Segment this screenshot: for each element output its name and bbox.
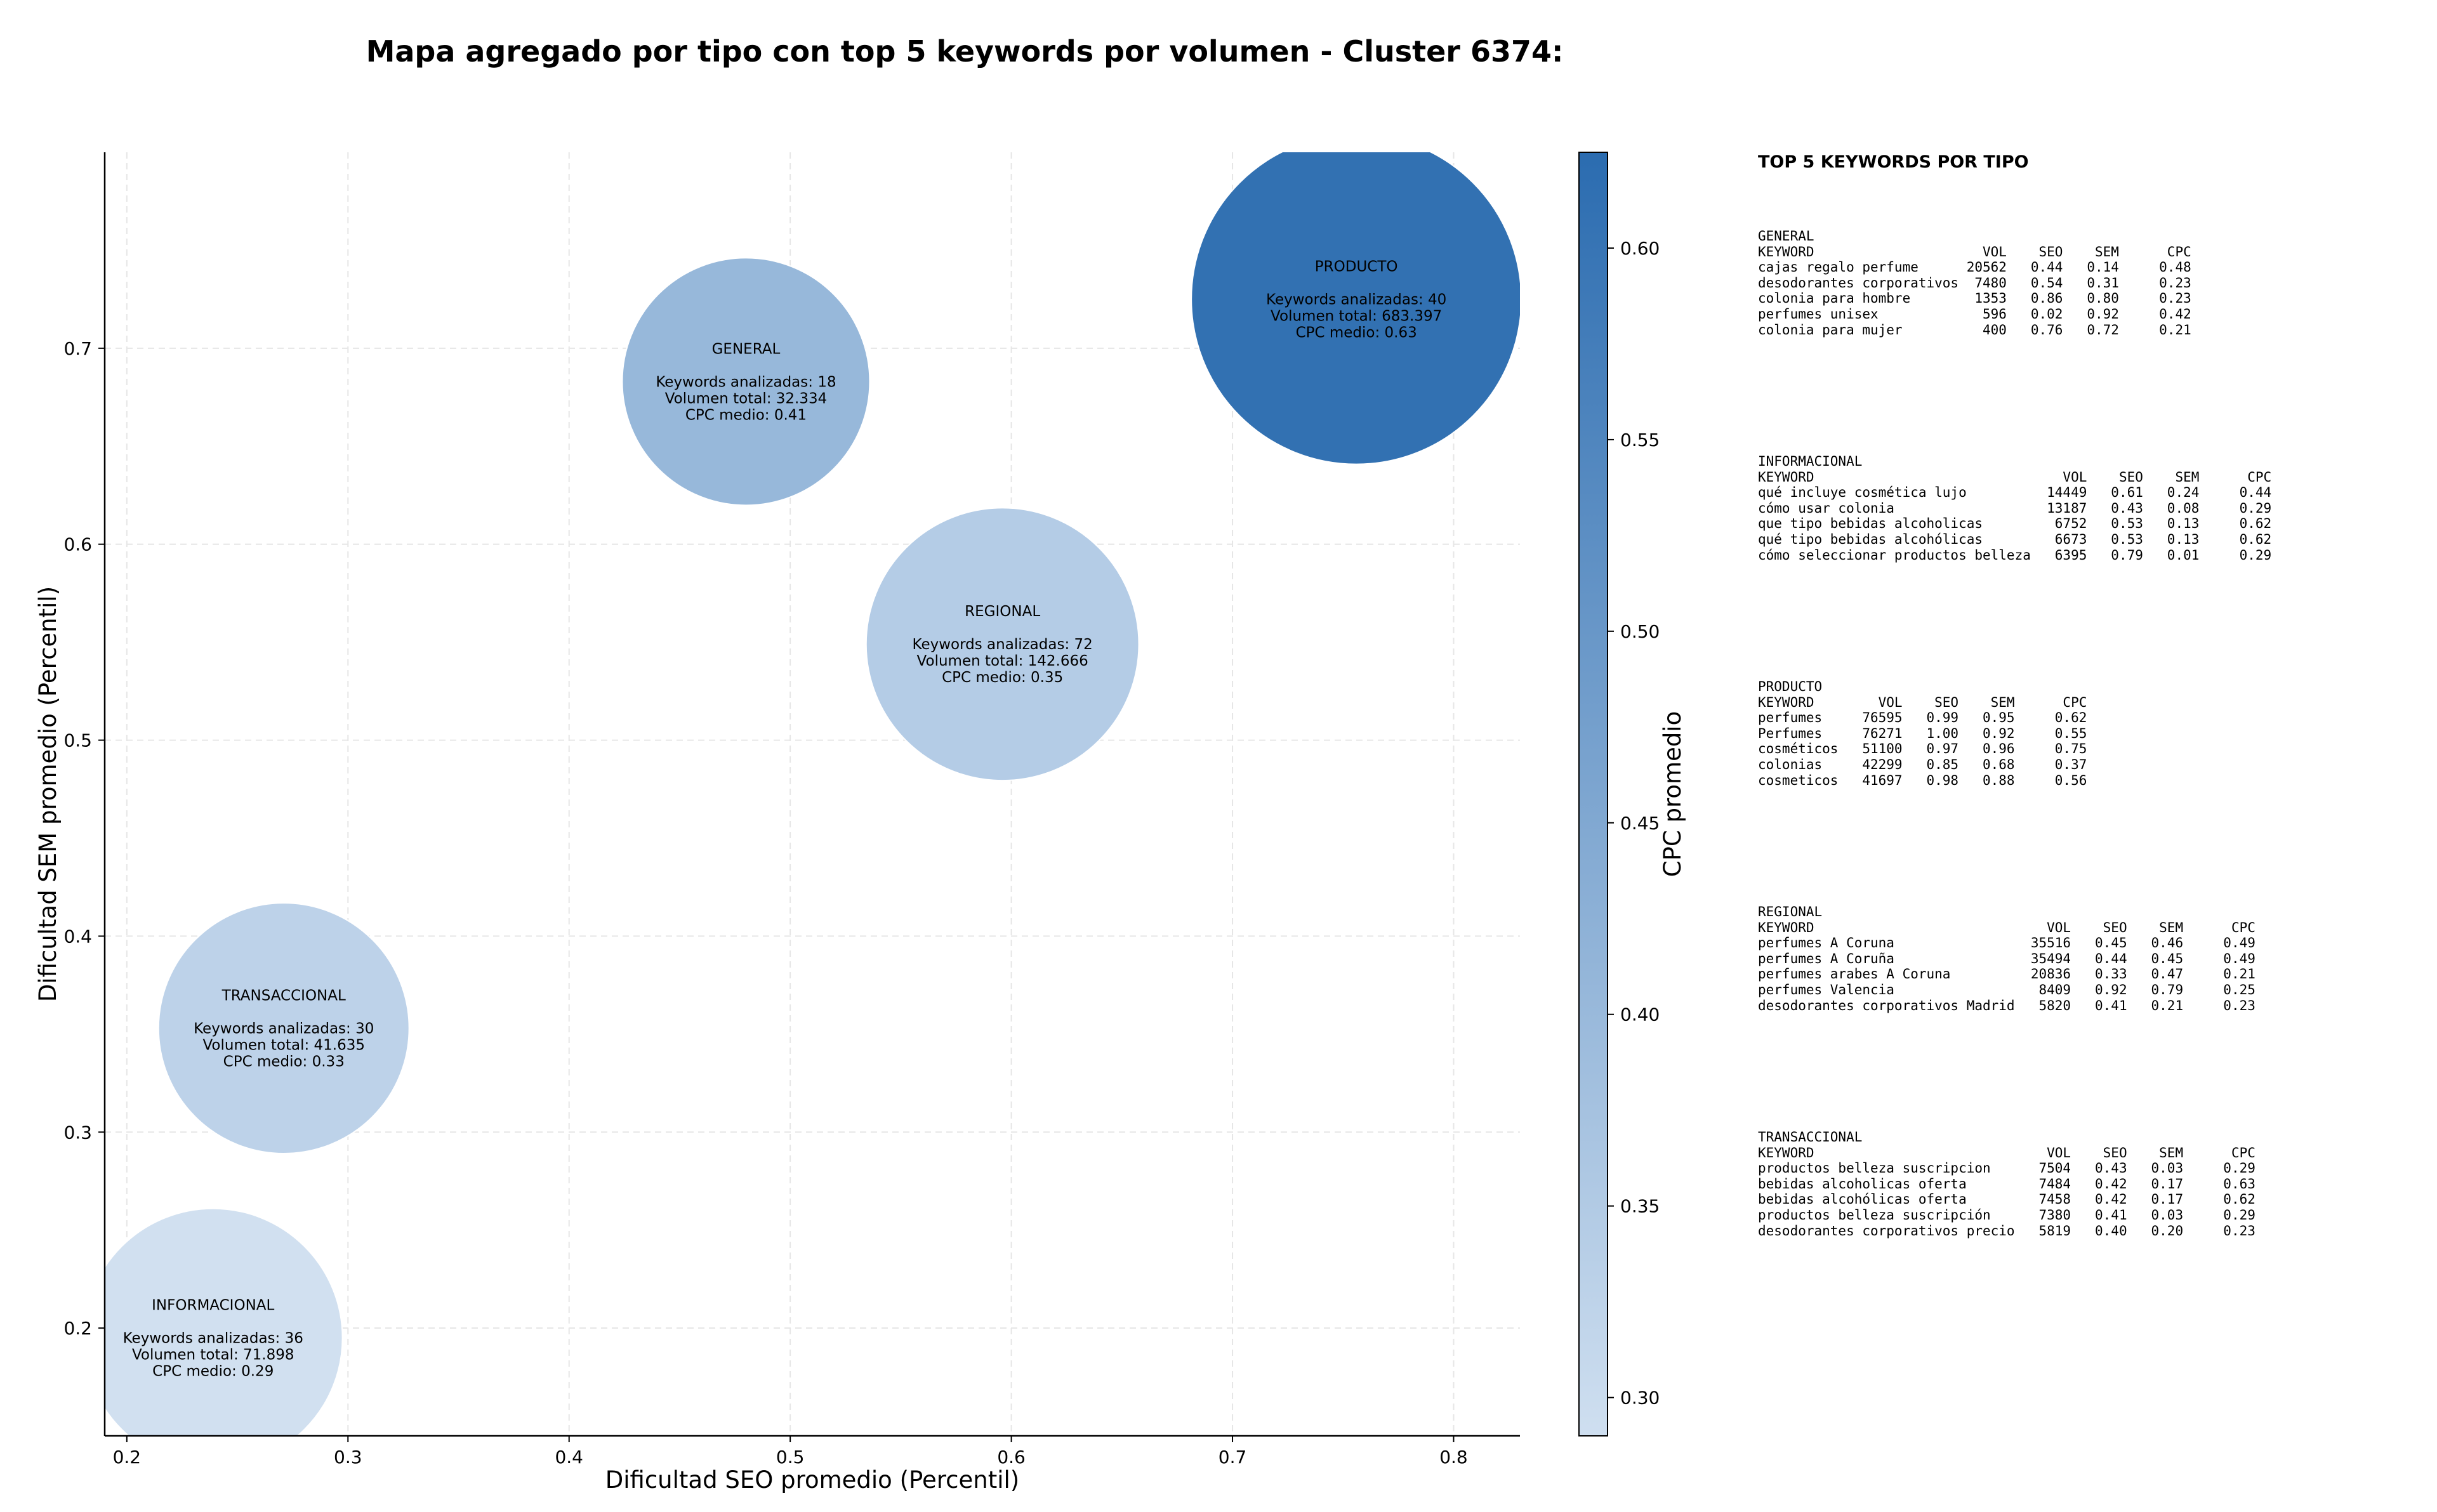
x-tick-label: 0.2 bbox=[113, 1447, 142, 1468]
y-tick-label: 0.2 bbox=[63, 1318, 92, 1339]
y-tick-label: 0.5 bbox=[63, 730, 92, 751]
bubble-general bbox=[621, 257, 871, 506]
keywords-panel-title: TOP 5 KEYWORDS POR TIPO bbox=[1758, 152, 2029, 172]
y-axis-label: Dificultad SEM promedio (Percentil) bbox=[34, 586, 62, 1002]
colorbar-tick-label: 0.45 bbox=[1620, 813, 1660, 834]
bubble-informacional bbox=[105, 1207, 343, 1436]
bubble-keywords-label: Keywords analizadas: 30 bbox=[194, 1021, 374, 1037]
bubble-volume-label: Volumen total: 71.898 bbox=[132, 1347, 294, 1364]
bubble-name-label: REGIONAL bbox=[965, 603, 1040, 620]
bubble-name-label: TRANSACCIONAL bbox=[221, 988, 346, 1004]
x-tick-label: 0.4 bbox=[555, 1447, 583, 1468]
colorbar-tick-label: 0.55 bbox=[1620, 430, 1660, 450]
y-tick-label: 0.3 bbox=[63, 1122, 92, 1143]
bubble-keywords-label: Keywords analizadas: 72 bbox=[913, 636, 1093, 653]
bubbles-group bbox=[105, 152, 1520, 1436]
bubble-cpc-label: CPC medio: 0.41 bbox=[685, 407, 807, 423]
x-axis-label: Dificultad SEO promedio (Percentil) bbox=[605, 1466, 1019, 1494]
x-tick-label: 0.5 bbox=[776, 1447, 805, 1468]
colorbar: 0.30 0.35 0.40 0.45 0.50 0.55 0.60 CPC promedio bbox=[1578, 152, 1686, 1436]
keyword-table-transaccional: TRANSACCIONAL KEYWORD VOL SEO SEM CPC pr… bbox=[1758, 1129, 2255, 1239]
x-tick-label: 0.7 bbox=[1218, 1447, 1247, 1468]
bubble-name-label: INFORMACIONAL bbox=[152, 1298, 274, 1314]
bubble-volume-label: Volumen total: 41.635 bbox=[202, 1037, 365, 1054]
colorbar-tick-label: 0.40 bbox=[1620, 1004, 1660, 1025]
bubble-cpc-label: CPC medio: 0.29 bbox=[152, 1364, 274, 1380]
bubble-name-label: GENERAL bbox=[712, 341, 781, 357]
bubble-cpc-label: CPC medio: 0.63 bbox=[1296, 325, 1417, 341]
colorbar-tick-label: 0.30 bbox=[1620, 1388, 1660, 1409]
bubble-cpc-label: CPC medio: 0.35 bbox=[942, 669, 1063, 686]
bubble-volume-label: Volumen total: 32.334 bbox=[665, 390, 828, 407]
bubble-transaccional bbox=[157, 902, 410, 1155]
colorbar-tick-label: 0.50 bbox=[1620, 621, 1660, 642]
colorbar-bar bbox=[1578, 152, 1608, 1436]
keyword-table-general: GENERAL KEYWORD VOL SEO SEM CPC cajas re… bbox=[1758, 228, 2191, 338]
bubble-regional bbox=[865, 507, 1140, 782]
bubble-keywords-label: Keywords analizadas: 40 bbox=[1266, 292, 1446, 308]
x-tick-label: 0.3 bbox=[334, 1447, 362, 1468]
colorbar-label: CPC promedio bbox=[1659, 711, 1686, 877]
bubble-producto bbox=[1191, 152, 1520, 465]
x-tick-label: 0.6 bbox=[997, 1447, 1026, 1468]
y-tick-label: 0.6 bbox=[63, 534, 92, 555]
chart-title: Mapa agregado por tipo con top 5 keyword… bbox=[366, 34, 1564, 69]
colorbar-tick-label: 0.35 bbox=[1620, 1196, 1660, 1217]
bubble-volume-label: Volumen total: 142.666 bbox=[917, 653, 1088, 669]
keyword-table-regional: REGIONAL KEYWORD VOL SEO SEM CPC perfume… bbox=[1758, 904, 2255, 1013]
bubble-keywords-label: Keywords analizadas: 18 bbox=[656, 374, 836, 390]
x-tick-label: 0.8 bbox=[1439, 1447, 1468, 1468]
colorbar-tick-label: 0.60 bbox=[1620, 238, 1660, 259]
keywords-panel: TOP 5 KEYWORDS POR TIPO GENERAL KEYWORD … bbox=[1758, 152, 2418, 1239]
bubble-name-label: PRODUCTO bbox=[1315, 259, 1398, 275]
bubble-cpc-label: CPC medio: 0.33 bbox=[223, 1054, 345, 1070]
keyword-table-informacional: INFORMACIONAL KEYWORD VOL SEO SEM CPC qu… bbox=[1758, 454, 2272, 563]
bubble-keywords-label: Keywords analizadas: 36 bbox=[123, 1331, 303, 1347]
keyword-table-producto: PRODUCTO KEYWORD VOL SEO SEM CPC perfume… bbox=[1758, 679, 2087, 788]
y-tick-label: 0.7 bbox=[63, 338, 92, 359]
y-tick-label: 0.4 bbox=[63, 926, 92, 947]
bubble-volume-label: Volumen total: 683.397 bbox=[1271, 308, 1442, 325]
